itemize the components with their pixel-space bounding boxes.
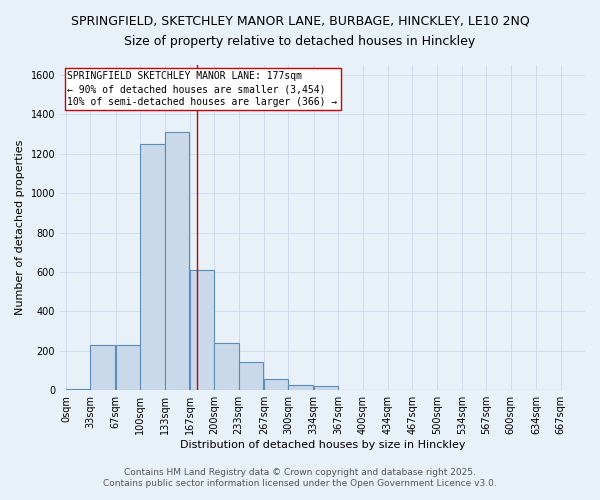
Bar [190, 270, 214, 390]
X-axis label: Distribution of detached houses by size in Hinckley: Distribution of detached houses by size … [180, 440, 465, 450]
Bar [289, 386, 313, 390]
Text: SPRINGFIELD SKETCHLEY MANOR LANE: 177sqm
← 90% of detached houses are smaller (3: SPRINGFIELD SKETCHLEY MANOR LANE: 177sqm… [67, 71, 338, 108]
Bar [314, 386, 338, 390]
Bar [116, 345, 140, 390]
Text: SPRINGFIELD, SKETCHLEY MANOR LANE, BURBAGE, HINCKLEY, LE10 2NQ: SPRINGFIELD, SKETCHLEY MANOR LANE, BURBA… [71, 15, 529, 28]
Bar [66, 389, 91, 390]
Y-axis label: Number of detached properties: Number of detached properties [15, 140, 25, 316]
Bar [164, 132, 189, 390]
Bar [140, 144, 164, 390]
Bar [239, 362, 263, 390]
Bar [214, 343, 239, 390]
Bar [91, 345, 115, 390]
Bar [264, 380, 289, 390]
Text: Contains HM Land Registry data © Crown copyright and database right 2025.
Contai: Contains HM Land Registry data © Crown c… [103, 468, 497, 487]
Text: Size of property relative to detached houses in Hinckley: Size of property relative to detached ho… [124, 35, 476, 48]
